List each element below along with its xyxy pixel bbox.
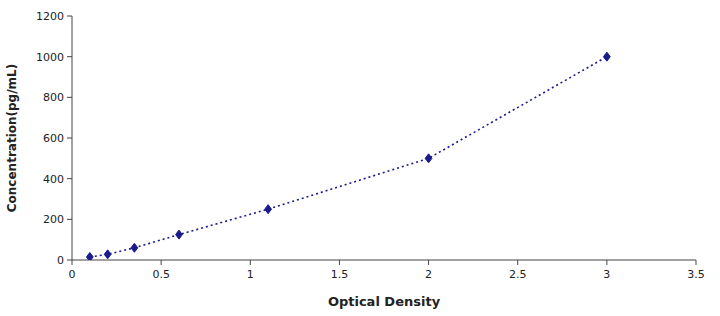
data-point [425, 154, 432, 163]
data-point [265, 205, 272, 214]
data-line [90, 57, 607, 257]
x-tick-label: 3.5 [687, 268, 705, 281]
data-point [603, 52, 610, 61]
y-tick [67, 260, 72, 261]
y-tick-label: 800 [43, 91, 64, 104]
x-tick [161, 260, 162, 265]
data-group [86, 52, 610, 260]
y-tick-label: 1000 [36, 51, 64, 64]
x-tick [696, 260, 697, 265]
y-tick [67, 138, 72, 139]
x-tick-label: 2 [425, 268, 432, 281]
y-tick [67, 97, 72, 98]
x-tick [250, 260, 251, 265]
data-point [176, 230, 183, 239]
y-tick-label: 600 [43, 132, 64, 145]
y-tick-label: 1200 [36, 10, 64, 23]
y-axis-label: Concentration(pg/mL) [5, 64, 19, 212]
data-point [131, 243, 138, 252]
x-tick-label: 0.5 [152, 268, 170, 281]
x-axis-line [72, 260, 696, 261]
y-tick-label: 200 [43, 213, 64, 226]
x-tick-label: 0 [69, 268, 76, 281]
data-point [86, 252, 93, 260]
y-tick [67, 219, 72, 220]
x-axis-label: Optical Density [328, 294, 441, 309]
y-tick-label: 400 [43, 173, 64, 186]
chart-container: 0 0.5 1 1.5 2 2.5 3 3.5 Optical Density 0 200 400 60… [0, 0, 720, 316]
x-tick-label: 1 [247, 268, 254, 281]
x-tick [339, 260, 340, 265]
y-axis: 0 200 400 600 800 1000 1200 [36, 10, 72, 267]
x-tick-label: 3 [603, 268, 610, 281]
x-tick [428, 260, 429, 265]
x-tick-label: 2.5 [509, 268, 527, 281]
x-tick [517, 260, 518, 265]
data-point [104, 250, 111, 259]
x-axis: 0 0.5 1 1.5 2 2.5 3 3.5 [69, 260, 705, 281]
x-tick [72, 260, 73, 265]
y-tick [67, 178, 72, 179]
y-tick-label: 0 [57, 254, 64, 267]
y-tick [67, 16, 72, 17]
x-tick [606, 260, 607, 265]
y-tick [67, 56, 72, 57]
x-tick-label: 1.5 [331, 268, 349, 281]
chart-svg: 0 0.5 1 1.5 2 2.5 3 3.5 Optical Density 0 200 400 60… [0, 0, 720, 316]
